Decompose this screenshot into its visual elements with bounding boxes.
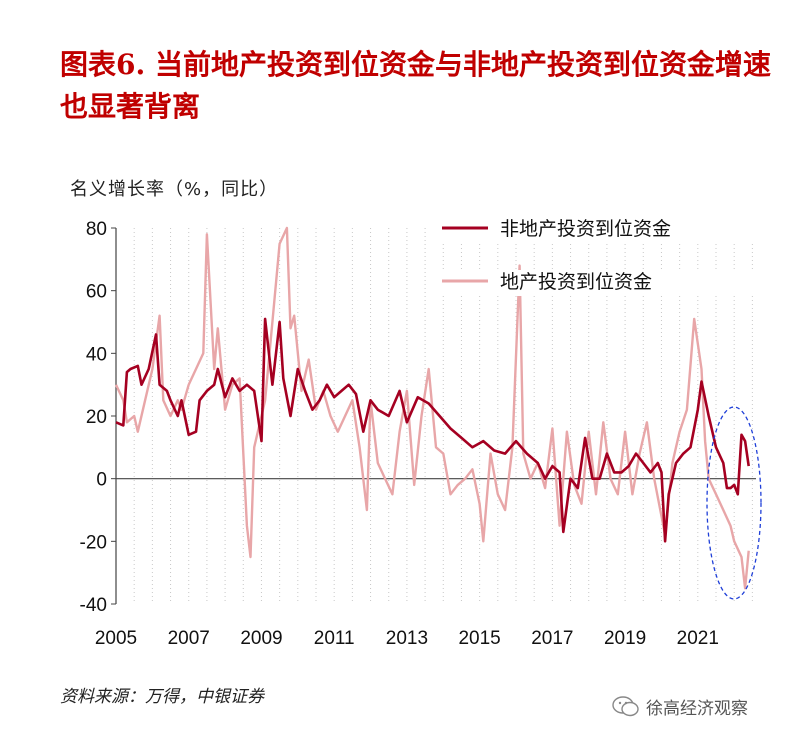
y-tick-labels: 80 60 40 20 0 -20 -40	[80, 219, 107, 616]
x-tick-label: 2019	[604, 628, 646, 649]
series-lines	[114, 226, 750, 590]
source-note: 资料来源：万得，中银证券	[60, 687, 264, 707]
x-tick-label: 2007	[168, 628, 210, 649]
x-tick-label: 2021	[677, 628, 719, 649]
wechat-icon	[612, 695, 639, 716]
y-tick-label: -40	[80, 595, 107, 616]
y-tick-label: -20	[80, 532, 107, 553]
y-tick-label: 0	[96, 470, 107, 491]
x-tick-label: 2017	[531, 628, 573, 649]
x-tick-label: 2011	[314, 628, 355, 649]
highlight-ellipse	[706, 406, 762, 600]
legend-label: 非地产投资到位资金	[500, 218, 671, 240]
watermark: 徐高经济观察	[612, 694, 748, 719]
watermark-text: 徐高经济观察	[646, 699, 748, 719]
chart-axes	[111, 227, 756, 605]
legend-bg	[438, 270, 778, 296]
y-tick-label: 60	[86, 282, 107, 303]
legend-label: 地产投资到位资金	[500, 271, 652, 293]
y-axis-unit-label: 名义增长率（%，同比）	[70, 179, 279, 200]
y-tick-label: 40	[86, 344, 107, 365]
chart-title: 图表6. 当前地产投资到位资金与非地产投资到位资金增速也显著背离	[60, 48, 771, 123]
x-tick-label: 2015	[458, 628, 500, 649]
legend-bg	[438, 217, 778, 243]
y-tick-label: 20	[86, 407, 107, 428]
x-tick-labels: 2005 2007 2009 2011 2013 2015 2017 2019 2021	[95, 628, 719, 649]
x-tick-label: 2005	[95, 628, 137, 649]
x-tick-label: 2013	[386, 628, 428, 649]
y-tick-label: 80	[86, 219, 107, 240]
x-tick-label: 2009	[240, 628, 282, 649]
series-line-non-property	[115, 317, 750, 543]
